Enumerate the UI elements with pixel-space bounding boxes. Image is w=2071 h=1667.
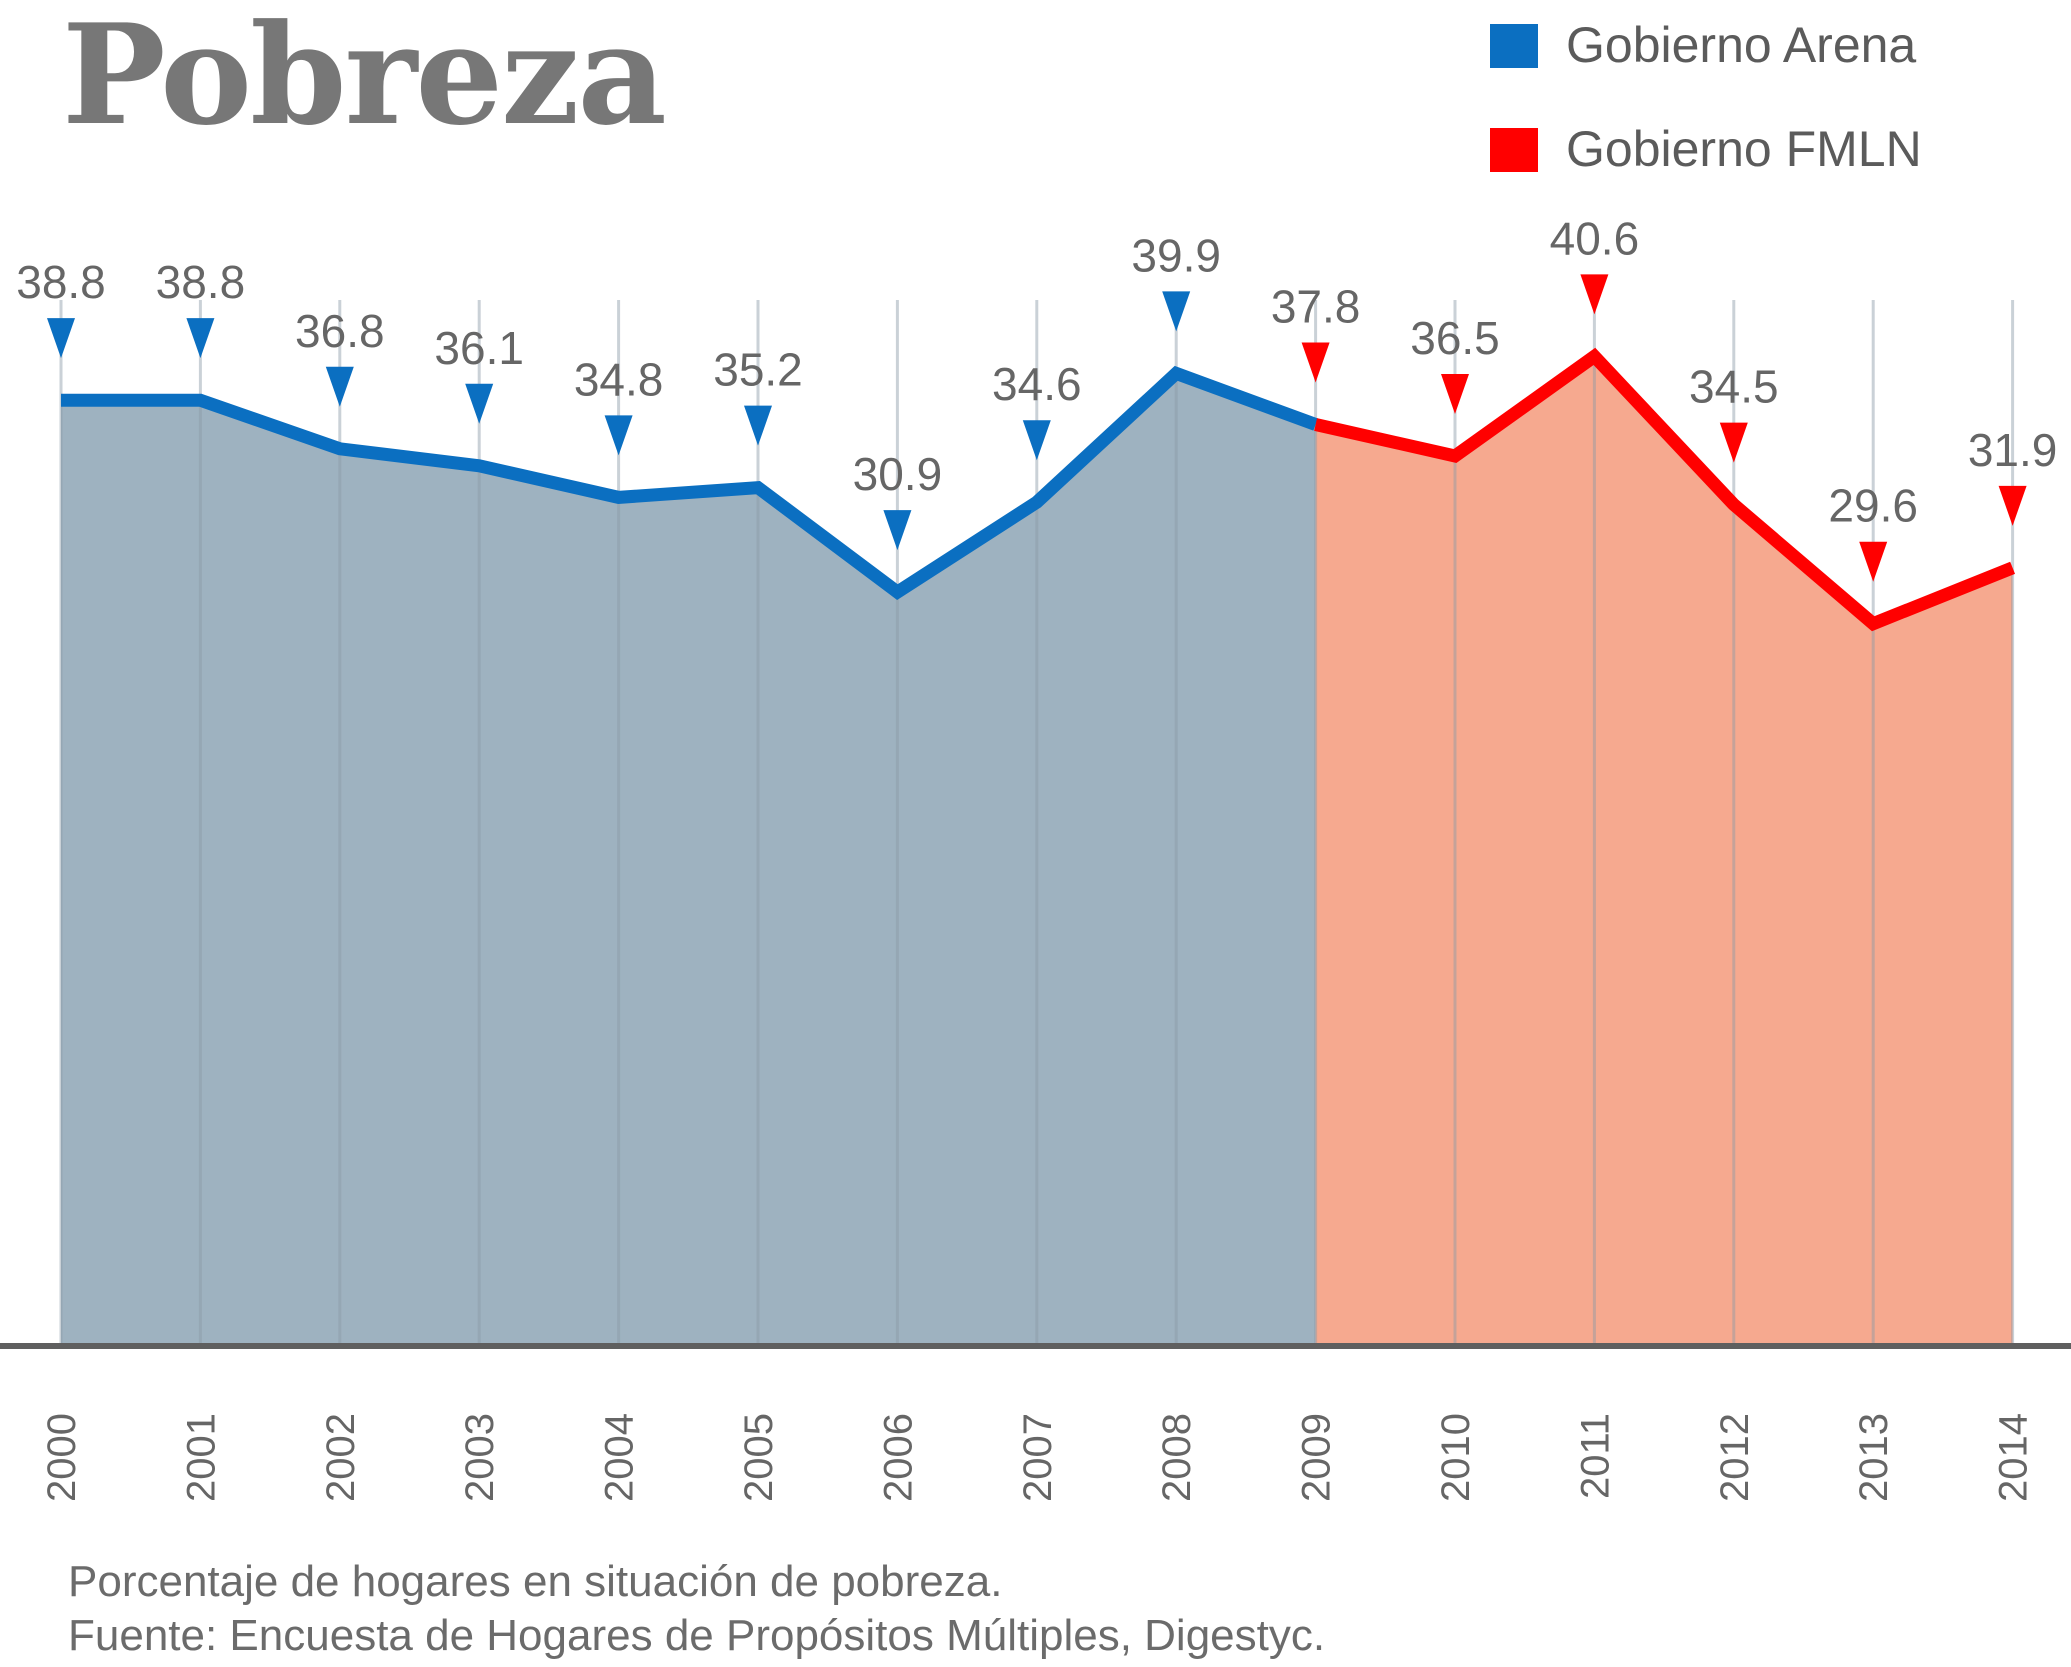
- marker-2014: [1998, 485, 2027, 526]
- x-tick-label-2004: 2004: [598, 1413, 642, 1502]
- x-tick-label-2008: 2008: [1155, 1413, 1199, 1502]
- marker-2004: [604, 415, 633, 456]
- x-tick-label-2010: 2010: [1434, 1413, 1478, 1502]
- value-label-2004: 34.8: [574, 353, 664, 405]
- x-tick-label-2001: 2001: [179, 1413, 223, 1502]
- marker-2012: [1719, 422, 1748, 463]
- chart-source: Fuente: Encuesta de Hogares de Propósito…: [68, 1611, 1326, 1660]
- x-tick-label-2012: 2012: [1713, 1413, 1757, 1502]
- value-label-2006: 30.9: [853, 448, 943, 500]
- value-label-2009: 37.8: [1271, 280, 1361, 332]
- value-label-2011: 40.6: [1550, 212, 1640, 264]
- value-label-2005: 35.2: [713, 344, 803, 396]
- x-tick-label-2006: 2006: [876, 1413, 920, 1502]
- x-tick-label-2009: 2009: [1295, 1413, 1339, 1502]
- marker-2010: [1441, 374, 1469, 415]
- legend-label-fmln: Gobierno FMLN: [1566, 121, 1922, 177]
- marker-2007: [1022, 420, 1051, 461]
- legend-label-arena: Gobierno Arena: [1566, 17, 1917, 73]
- value-label-2002: 36.8: [295, 305, 385, 357]
- marker-2013: [1859, 541, 1888, 582]
- legend-swatch-arena: [1490, 24, 1538, 68]
- x-tick-label-2013: 2013: [1852, 1413, 1896, 1502]
- marker-2000: [47, 318, 75, 359]
- page-title: Pobreza: [62, 0, 667, 156]
- marker-2009: [1301, 342, 1330, 383]
- marker-2005: [744, 405, 772, 446]
- value-label-2003: 36.1: [434, 322, 524, 374]
- value-label-2008: 39.9: [1131, 229, 1221, 281]
- x-tick-label-2007: 2007: [1016, 1413, 1060, 1502]
- value-label-2014: 31.9: [1968, 424, 2058, 476]
- x-tick-label-2000: 2000: [40, 1413, 84, 1502]
- x-tick-label-2011: 2011: [1573, 1413, 1617, 1499]
- x-tick-label-2005: 2005: [737, 1413, 781, 1502]
- value-label-2012: 34.5: [1689, 361, 1779, 413]
- series-line-1: [1314, 347, 2016, 632]
- marker-2008: [1162, 291, 1191, 332]
- value-label-2001: 38.8: [156, 256, 246, 308]
- area-fill-0: [61, 373, 1316, 1343]
- marker-2001: [186, 318, 215, 359]
- marker-2011: [1580, 274, 1609, 315]
- x-tick-label-2003: 2003: [458, 1413, 502, 1502]
- x-tick-label-2002: 2002: [319, 1413, 363, 1502]
- x-tick-label-2014: 2014: [1992, 1413, 2036, 1502]
- value-label-2010: 36.5: [1410, 312, 1500, 364]
- value-label-2000: 38.8: [16, 256, 106, 308]
- legend-swatch-fmln: [1490, 128, 1538, 172]
- value-label-2007: 34.6: [992, 358, 1082, 410]
- value-label-2013: 29.6: [1828, 480, 1918, 532]
- marker-2003: [465, 383, 494, 424]
- series-line-0: [61, 365, 1318, 601]
- marker-2002: [325, 366, 354, 407]
- marker-2006: [883, 510, 912, 551]
- area-fill-1: [1315, 356, 2013, 1343]
- chart-description: Porcentaje de hogares en situación de po…: [68, 1557, 1003, 1606]
